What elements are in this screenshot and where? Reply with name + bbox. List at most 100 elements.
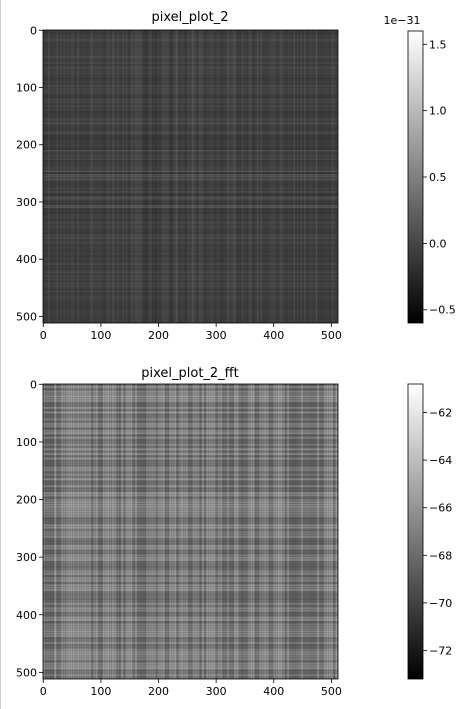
heatmap-horizontal-band — [43, 582, 338, 584]
heatmap-horizontal-band — [43, 191, 338, 193]
heatmap-vertical-band — [72, 384, 75, 679]
heatmap-horizontal-band — [43, 600, 338, 603]
heatmap-vertical-band — [203, 30, 205, 323]
heatmap-horizontal-band — [43, 483, 338, 485]
heatmap-vertical-band — [89, 384, 91, 679]
heatmap-horizontal-band — [43, 642, 338, 644]
heatmap-horizontal-band — [43, 619, 338, 621]
heatmap-horizontal-band — [43, 312, 338, 313]
heatmap-horizontal-band — [43, 552, 338, 554]
heatmap-horizontal-band — [43, 152, 338, 153]
heatmap-2-frame — [42, 383, 339, 680]
heatmap-vertical-band — [44, 30, 46, 323]
heatmap-horizontal-band — [43, 115, 338, 118]
heatmap-horizontal-band — [43, 413, 338, 416]
heatmap-horizontal-band — [43, 667, 338, 670]
heatmap-vertical-band — [191, 30, 193, 323]
heatmap-horizontal-band — [43, 94, 338, 95]
heatmap-vertical-band — [143, 30, 145, 323]
heatmap-horizontal-band — [43, 314, 338, 317]
heatmap-vertical-band — [169, 30, 171, 323]
heatmap-horizontal-band — [43, 131, 338, 133]
heatmap-vertical-band — [146, 384, 149, 679]
heatmap-horizontal-band — [43, 282, 338, 284]
x-tick-label: 400 — [263, 329, 284, 342]
x-tick-label: 500 — [321, 329, 342, 342]
y-tick-label: 0 — [30, 378, 37, 391]
heatmap-vertical-band — [206, 384, 209, 679]
heatmap-horizontal-band — [43, 225, 338, 227]
heatmap-horizontal-band — [43, 596, 338, 598]
heatmap-vertical-band — [119, 30, 121, 323]
colorbar-tick-label: −62 — [429, 407, 452, 420]
heatmap-horizontal-band — [43, 549, 338, 552]
heatmap-horizontal-band — [43, 407, 338, 409]
heatmap-horizontal-band — [43, 48, 338, 51]
heatmap-vertical-band — [160, 30, 162, 323]
heatmap-vertical-band — [261, 384, 264, 679]
heatmap-horizontal-band — [43, 75, 338, 76]
heatmap-horizontal-band — [43, 570, 338, 573]
heatmap-vertical-band — [131, 30, 133, 323]
x-tick-label: 300 — [206, 329, 227, 342]
heatmap-horizontal-band — [43, 547, 338, 550]
x-tick-label: 200 — [148, 685, 169, 698]
heatmap-horizontal-band — [43, 164, 338, 165]
heatmap-vertical-band — [271, 30, 273, 323]
heatmap-horizontal-band — [43, 625, 338, 628]
heatmap-vertical-band — [321, 384, 324, 679]
heatmap-horizontal-band — [43, 310, 338, 311]
heatmap-vertical-band — [60, 30, 62, 323]
heatmap-vertical-band — [302, 30, 304, 323]
colorbar-1-offset-label: 1e−31 — [384, 14, 421, 27]
heatmap-horizontal-band — [43, 676, 338, 679]
y-tick-label: 200 — [16, 139, 37, 152]
heatmap-vertical-band — [278, 384, 280, 679]
heatmap-vertical-band — [236, 384, 239, 679]
heatmap-horizontal-band — [43, 234, 338, 236]
heatmap-horizontal-band — [43, 450, 338, 453]
heatmap-horizontal-band — [43, 175, 338, 178]
heatmap-horizontal-band — [43, 577, 338, 580]
heatmap-vertical-band — [281, 30, 283, 323]
y-tick-label: 100 — [16, 436, 37, 449]
heatmap-horizontal-band — [43, 217, 338, 219]
heatmap-horizontal-band — [43, 579, 338, 582]
heatmap-horizontal-band — [43, 437, 338, 439]
heatmap-horizontal-band — [43, 448, 338, 451]
heatmap-vertical-band — [215, 30, 218, 323]
heatmap-vertical-band — [170, 30, 173, 323]
heatmap-vertical-band — [70, 30, 72, 323]
heatmap-vertical-band — [151, 30, 154, 323]
heatmap-horizontal-band — [43, 138, 338, 140]
heatmap-horizontal-band — [43, 124, 338, 125]
heatmap-horizontal-band — [43, 563, 338, 566]
heatmap-vertical-band — [287, 384, 289, 679]
heatmap-horizontal-band — [43, 148, 338, 150]
heatmap-vertical-band — [199, 384, 202, 679]
heatmap-horizontal-band — [43, 98, 338, 100]
heatmap-vertical-band — [157, 30, 159, 323]
heatmap-vertical-band — [289, 384, 292, 679]
heatmap-horizontal-band — [43, 96, 338, 99]
heatmap-horizontal-band — [43, 258, 338, 260]
heatmap-horizontal-band — [43, 455, 338, 458]
heatmap-horizontal-band — [43, 203, 338, 205]
heatmap-horizontal-band — [43, 480, 338, 483]
heatmap-vertical-band — [195, 384, 197, 679]
heatmap-horizontal-band — [43, 300, 338, 301]
heatmap-horizontal-band — [43, 400, 338, 402]
heatmap-vertical-band — [185, 384, 188, 679]
heatmap-vertical-band — [107, 384, 110, 679]
heatmap-vertical-band — [210, 30, 212, 323]
left-frame-line — [0, 0, 1, 709]
heatmap-horizontal-band — [43, 121, 338, 122]
heatmap-horizontal-band — [43, 471, 338, 474]
heatmap-vertical-band — [149, 384, 151, 679]
heatmap-vertical-band — [279, 30, 282, 323]
heatmap-horizontal-band — [43, 651, 338, 653]
heatmap-vertical-band — [77, 30, 79, 323]
heatmap-vertical-band — [248, 384, 250, 679]
heatmap-vertical-band — [181, 384, 183, 679]
